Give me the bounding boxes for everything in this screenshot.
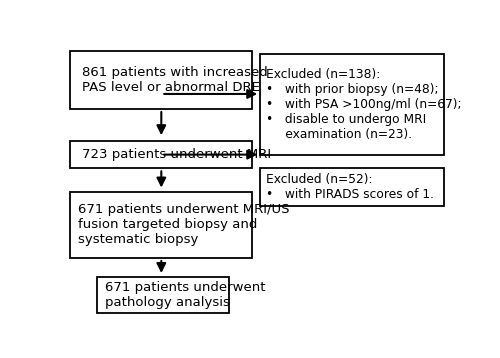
FancyBboxPatch shape <box>70 51 252 109</box>
FancyBboxPatch shape <box>260 168 444 205</box>
FancyBboxPatch shape <box>98 277 229 313</box>
Text: Excluded (n=138):
•   with prior biopsy (n=48);
•   with PSA >100ng/ml (n=67);
•: Excluded (n=138): • with prior biopsy (n… <box>266 68 462 141</box>
Text: 671 patients underwent MRI/US
fusion targeted biopsy and
systematic biopsy: 671 patients underwent MRI/US fusion tar… <box>78 203 290 246</box>
Text: 861 patients with increased
PAS level or abnormal DRE: 861 patients with increased PAS level or… <box>82 66 268 94</box>
FancyBboxPatch shape <box>70 141 252 168</box>
Text: Excluded (n=52):
•   with PIRADS scores of 1.: Excluded (n=52): • with PIRADS scores of… <box>266 173 434 201</box>
FancyBboxPatch shape <box>260 54 444 155</box>
Text: 671 patients underwent
pathology analysis: 671 patients underwent pathology analysi… <box>105 281 266 309</box>
Text: 723 patients underwent MRI: 723 patients underwent MRI <box>82 148 271 161</box>
FancyBboxPatch shape <box>70 192 252 258</box>
